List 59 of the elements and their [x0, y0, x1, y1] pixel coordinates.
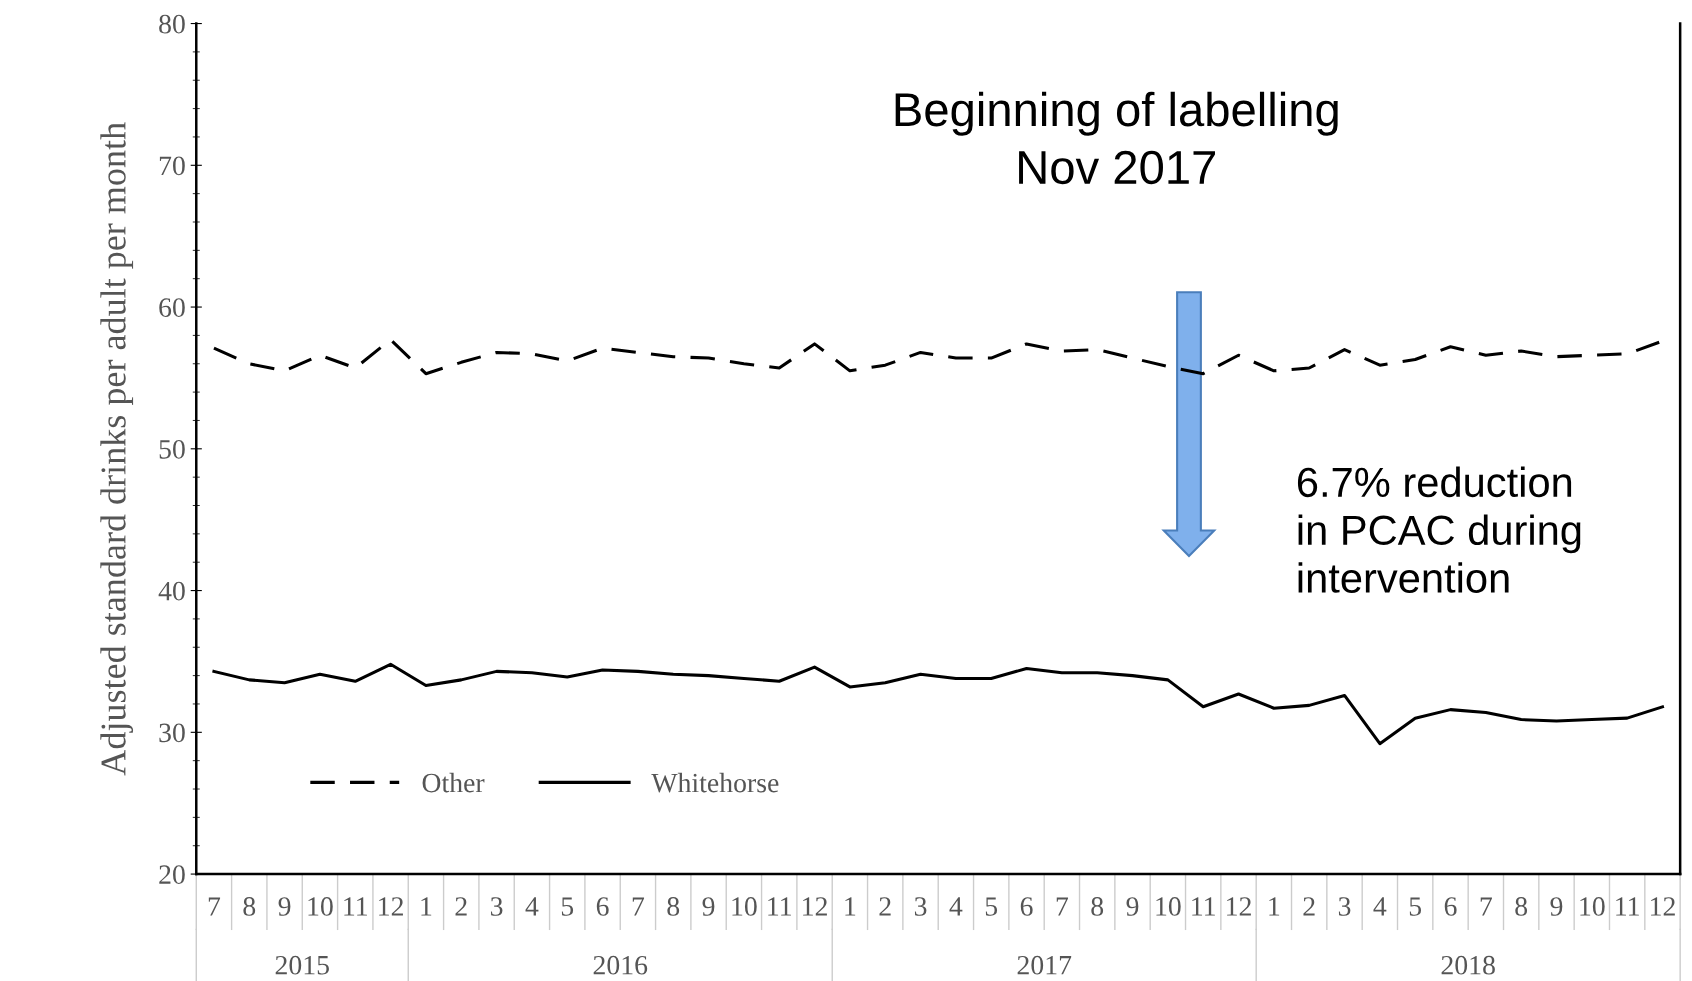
x-tick-label: 5 — [985, 897, 998, 916]
annotation: 6.7% reduction in PCAC during intervention — [1297, 466, 1581, 593]
x-tick-label: 3 — [1338, 897, 1351, 916]
x-tick-label: 1 — [421, 897, 432, 916]
x-tick-label: 1 — [1269, 897, 1280, 916]
y-tick-label: 40 — [158, 581, 185, 601]
y-tick-label: 60 — [159, 298, 185, 317]
x-tick-label: 12 — [803, 897, 827, 916]
y-tick-label: 30 — [159, 723, 185, 743]
x-tick-label: 2 — [879, 897, 891, 916]
x-tick-label: 10 — [1580, 897, 1605, 916]
x-tick-label: 1 — [845, 897, 856, 916]
x-tick-label: 8 — [667, 897, 680, 916]
annotation: Beginning of labelling Nov 2017 — [895, 91, 1338, 185]
x-tick-label: 3 — [914, 897, 927, 916]
x-tick-label: 2 — [455, 897, 467, 916]
x-tick-label: 7 — [1056, 897, 1069, 916]
x-tick-label: 11 — [344, 897, 367, 916]
x-tick-label: 6 — [596, 897, 609, 916]
x-tick-label: 9 — [702, 897, 715, 916]
y-tick-label: 50 — [159, 439, 185, 459]
x-tick-label: 11 — [1192, 897, 1215, 916]
x-tick-label: 6 — [1020, 897, 1033, 916]
x-tick-label: 5 — [1409, 897, 1422, 916]
line-series — [212, 662, 1665, 746]
x-tick-label: 10 — [308, 897, 333, 916]
legend-label: Whitehorse — [651, 772, 779, 793]
x-tick-label: 4 — [525, 897, 539, 916]
y-axis-title: Adjusted standard drinks per adult per month — [100, 122, 134, 776]
y-tick-label: 70 — [159, 156, 185, 176]
x-tick-label: 4 — [1373, 897, 1387, 916]
text: 2016 — [593, 955, 648, 975]
text: 2017 — [1017, 955, 1072, 975]
x-tick-label: 7 — [208, 897, 221, 916]
y-tick-label: 20 — [159, 865, 185, 884]
x-tick-label: 2 — [1303, 897, 1315, 916]
x-tick-label: 10 — [1156, 897, 1181, 916]
x-tick-label: 10 — [732, 897, 757, 916]
x-tick-label: 7 — [1480, 897, 1492, 916]
x-tick-label: 11 — [1616, 897, 1639, 916]
x-tick-label: 7 — [632, 897, 645, 916]
x-tick-label: 12 — [379, 897, 403, 916]
x-tick-label: 9 — [1126, 897, 1139, 916]
x-tick-label: 8 — [1091, 897, 1104, 916]
legend-label: Other — [422, 772, 485, 793]
y-tick-label: 80 — [159, 14, 185, 34]
x-tick-label: 3 — [490, 897, 503, 916]
x-tick-label: 9 — [1550, 897, 1563, 916]
x-tick-label: 8 — [1515, 897, 1528, 916]
x-tick-label: 6 — [1444, 897, 1457, 916]
x-tick-label: 9 — [278, 897, 291, 916]
x-tick-label: 5 — [561, 897, 574, 916]
text: 2018 — [1441, 955, 1495, 975]
text: 2015 — [275, 955, 329, 975]
x-tick-label: 11 — [768, 897, 791, 916]
x-tick-label: 12 — [1651, 897, 1675, 916]
x-tick-label: 8 — [243, 897, 256, 916]
x-tick-label: 12 — [1227, 897, 1251, 916]
x-tick-label: 4 — [949, 897, 963, 916]
